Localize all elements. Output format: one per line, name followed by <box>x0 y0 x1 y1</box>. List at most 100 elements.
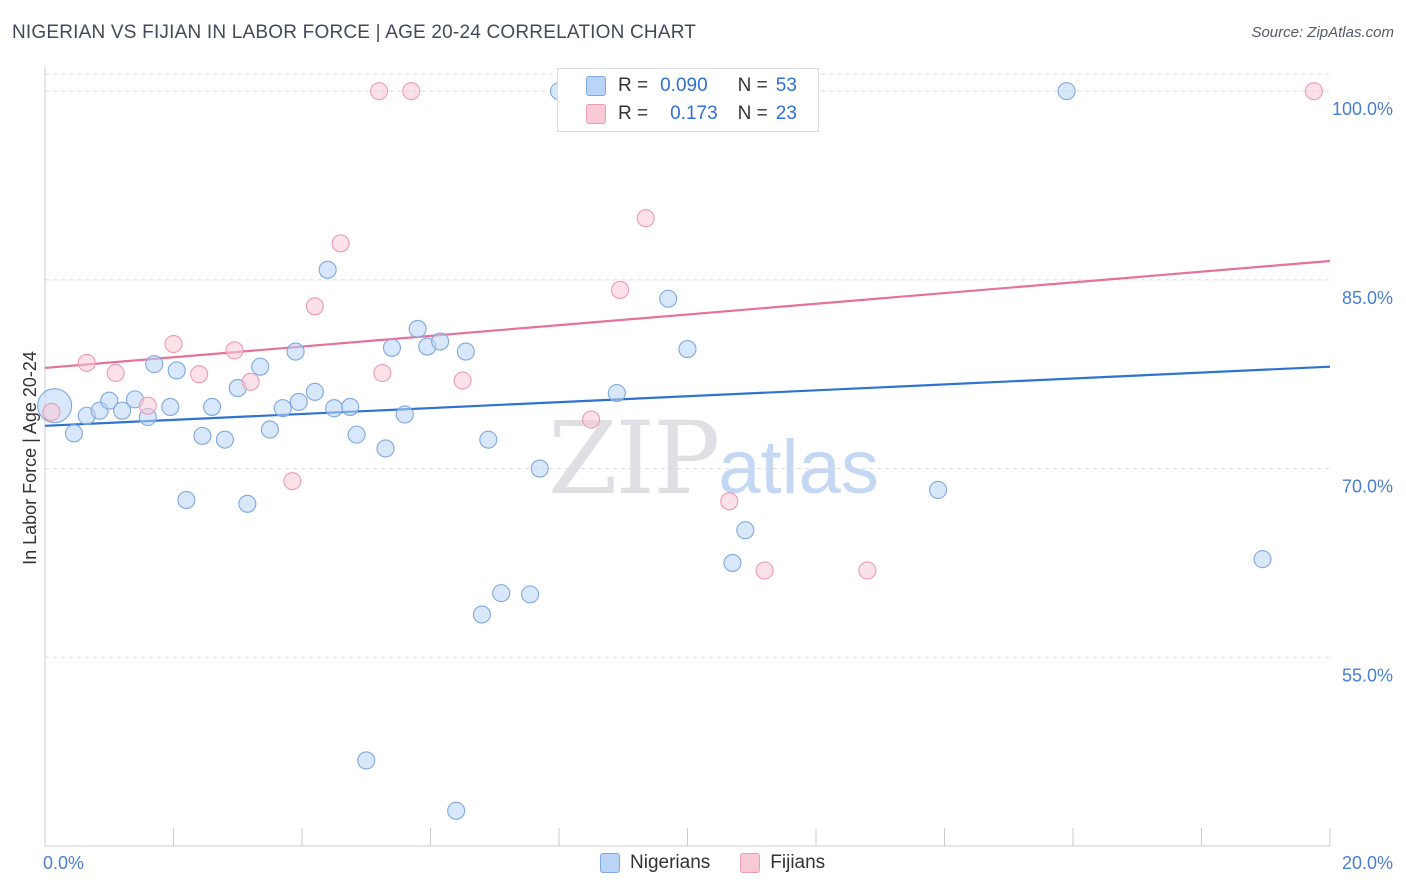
fijians-swatch <box>586 104 606 124</box>
nigerians-point <box>382 338 402 357</box>
nigerians-point <box>347 425 366 444</box>
fijians-point <box>373 363 392 383</box>
fijians-point <box>1304 82 1323 101</box>
nigerians-point <box>286 342 305 361</box>
n-label: N = <box>737 75 768 96</box>
fijians-point <box>241 372 260 391</box>
nigerians-point <box>472 605 491 624</box>
y-axis-label: In Labor Force | Age 20-24 <box>20 351 40 565</box>
fijians-point <box>190 365 209 384</box>
nigerians-point <box>260 420 279 439</box>
nigerians-point <box>341 397 360 416</box>
nigerians-point <box>305 382 324 401</box>
fijians-point <box>858 561 877 580</box>
nigerians-point <box>723 553 742 572</box>
nigerians-point <box>521 585 540 604</box>
source-credit: Source: ZipAtlas.com <box>1251 24 1394 41</box>
fijians-point <box>720 492 739 511</box>
r-label: R = <box>618 75 649 96</box>
nigerians-point <box>736 521 755 540</box>
nigerians-swatch <box>600 853 620 873</box>
n-value: 23 <box>775 103 797 124</box>
nigerians-point <box>492 584 511 603</box>
r-value: 0.173 <box>670 103 718 124</box>
nigerians-point <box>1057 82 1076 101</box>
series-legend: Nigerians Fijians <box>600 852 855 874</box>
nigerians-point <box>177 490 196 510</box>
y-tick-labels: 55.0% 70.0% 85.0% 100.0% <box>1332 99 1393 685</box>
nigerians-point <box>395 405 414 424</box>
nigerians-point <box>659 289 678 308</box>
nigerians-point <box>325 399 344 418</box>
y-tick-label: 85.0% <box>1342 288 1393 308</box>
fijians-point <box>77 353 96 372</box>
nigerians-point <box>530 459 549 478</box>
trend-line-nigerians <box>44 365 1331 427</box>
nigerians-point <box>456 342 475 361</box>
nigerians-point <box>161 397 180 416</box>
fijians-point <box>402 82 421 101</box>
nigerians-point <box>678 340 697 359</box>
nigerians-point <box>100 391 119 410</box>
grid-lines <box>45 73 1330 658</box>
fijians-point <box>755 561 774 580</box>
nigerians-point <box>607 384 626 403</box>
nigerians-point <box>145 355 164 374</box>
nigerians-point <box>376 439 395 458</box>
fijians-point <box>42 402 61 422</box>
fijians-point <box>582 410 601 429</box>
nigerians-point <box>251 357 270 376</box>
nigerians-point <box>64 424 83 443</box>
chart-title: NIGERIAN VS FIJIAN IN LABOR FORCE | AGE … <box>12 22 697 43</box>
fijians-point <box>106 363 125 383</box>
y-tick-label: 55.0% <box>1342 665 1393 685</box>
fijians-point <box>225 341 244 360</box>
nigerians-point <box>447 801 466 820</box>
x-tick-labels: 0.0% 20.0% <box>43 853 1393 873</box>
fijians-point <box>164 334 183 354</box>
trend-lines <box>44 259 1331 427</box>
legend-item-fijians[interactable]: Fijians <box>740 852 825 874</box>
legend-label: Nigerians <box>630 852 711 873</box>
watermark-atlas: atlas <box>718 425 879 510</box>
nigerians-point <box>113 401 132 420</box>
r-value: 0.090 <box>660 75 708 96</box>
nigerians-point <box>357 751 376 770</box>
stats-row-fijians: R = 0.173 N = 23 <box>558 100 797 128</box>
fijians-point <box>370 82 389 101</box>
nigerians-point <box>215 430 234 449</box>
nigerians-point <box>193 426 212 445</box>
nigerians-point <box>1253 550 1272 569</box>
nigerians-point <box>238 494 257 513</box>
nigerians-point <box>273 399 292 418</box>
x-tick-label: 20.0% <box>1342 853 1393 873</box>
y-tick-label: 70.0% <box>1342 477 1393 497</box>
legend-label: Fijians <box>770 852 826 873</box>
n-value: 53 <box>775 75 797 96</box>
watermark: ZIPatlas <box>548 400 879 517</box>
fijians-point <box>138 396 157 415</box>
nigerians-point <box>203 397 222 416</box>
r-label: R = <box>618 103 649 124</box>
n-label: N = <box>737 103 768 124</box>
trend-line-fijians <box>44 259 1331 370</box>
fijians-point <box>636 209 655 228</box>
nigerians-point <box>318 260 337 279</box>
fijians-point <box>453 371 472 390</box>
x-tick-label: 0.0% <box>43 853 84 873</box>
fijians-point <box>283 472 302 491</box>
stats-legend: R = 0.090 N = 53 R = 0.173 N = 23 <box>557 68 819 132</box>
watermark-zip: ZIP <box>548 400 720 517</box>
axes <box>44 66 1331 847</box>
nigerians-point <box>431 332 450 351</box>
nigerians-point <box>408 319 427 338</box>
stats-row-nigerians: R = 0.090 N = 53 <box>558 72 797 100</box>
nigerians-point <box>929 480 948 500</box>
legend-item-nigerians[interactable]: Nigerians <box>600 852 710 874</box>
nigerians-point <box>479 430 498 449</box>
fijians-point <box>305 297 324 316</box>
nigerians-point <box>167 361 186 380</box>
data-points <box>37 82 1323 820</box>
nigerians-point <box>289 392 308 411</box>
